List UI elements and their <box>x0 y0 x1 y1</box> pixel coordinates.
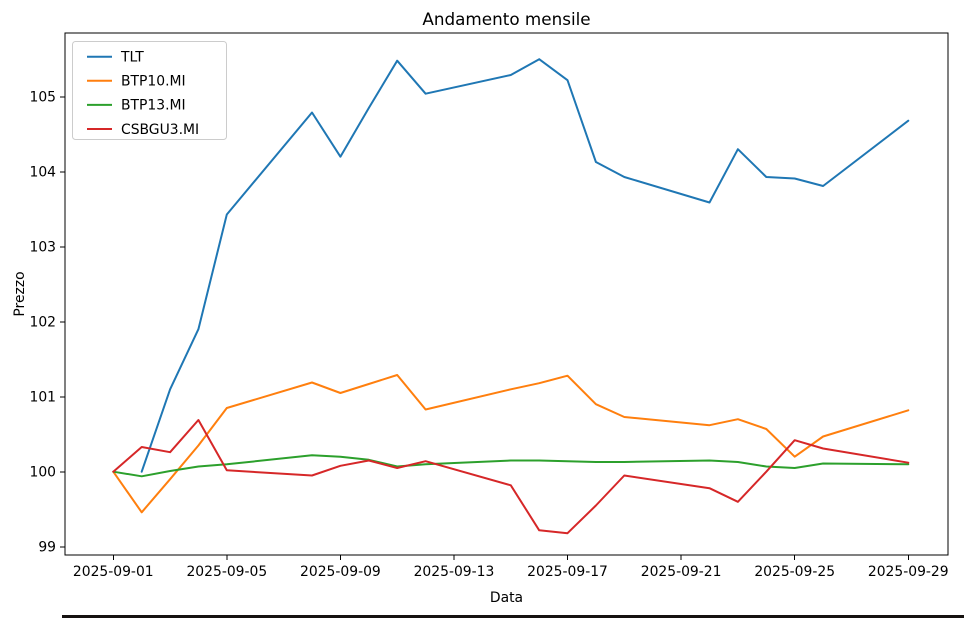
x-tick-label: 2025-09-17 <box>527 564 608 580</box>
series-line-BTP10.MI <box>112 374 910 514</box>
x-tick-label: 2025-09-29 <box>868 564 949 580</box>
y-tick-label: 101 <box>29 390 56 406</box>
x-tick-label: 2025-09-25 <box>754 564 835 580</box>
x-tick-label: 2025-09-13 <box>414 564 495 580</box>
legend-label-CSBGU3.MI: CSBGU3.MI <box>121 122 199 138</box>
y-tick-label: 104 <box>29 165 56 181</box>
chart-title: Andamento mensile <box>422 9 590 29</box>
x-tick-label: 2025-09-09 <box>300 564 381 580</box>
legend-label-BTP10.MI: BTP10.MI <box>121 74 186 90</box>
x-axis-label: Data <box>490 590 523 606</box>
y-axis-label: Prezzo <box>12 271 28 316</box>
x-tick-label: 2025-09-21 <box>641 564 722 580</box>
plot-area-group: 99 100 101 102 103 104 105 2025-09-01 2025-09-05… <box>29 32 949 580</box>
y-tick-label: 102 <box>29 315 56 331</box>
x-tick-label: 2025-09-01 <box>73 564 154 580</box>
axes-frame <box>64 32 949 556</box>
series-line-TLT <box>140 58 910 473</box>
y-tick-label: 103 <box>29 240 56 256</box>
legend-label-BTP13.MI: BTP13.MI <box>121 98 186 114</box>
bottom-edge-strip <box>62 615 964 618</box>
series-line-CSBGU3.MI <box>112 419 910 535</box>
y-tick-label: 105 <box>29 90 56 106</box>
y-tick-label: 99 <box>38 540 56 556</box>
series-line-BTP13.MI <box>112 454 910 478</box>
legend-label-TLT: TLT <box>120 50 144 66</box>
legend-box <box>72 41 227 140</box>
x-tick-label: 2025-09-05 <box>186 564 267 580</box>
y-tick-label: 100 <box>29 465 56 481</box>
